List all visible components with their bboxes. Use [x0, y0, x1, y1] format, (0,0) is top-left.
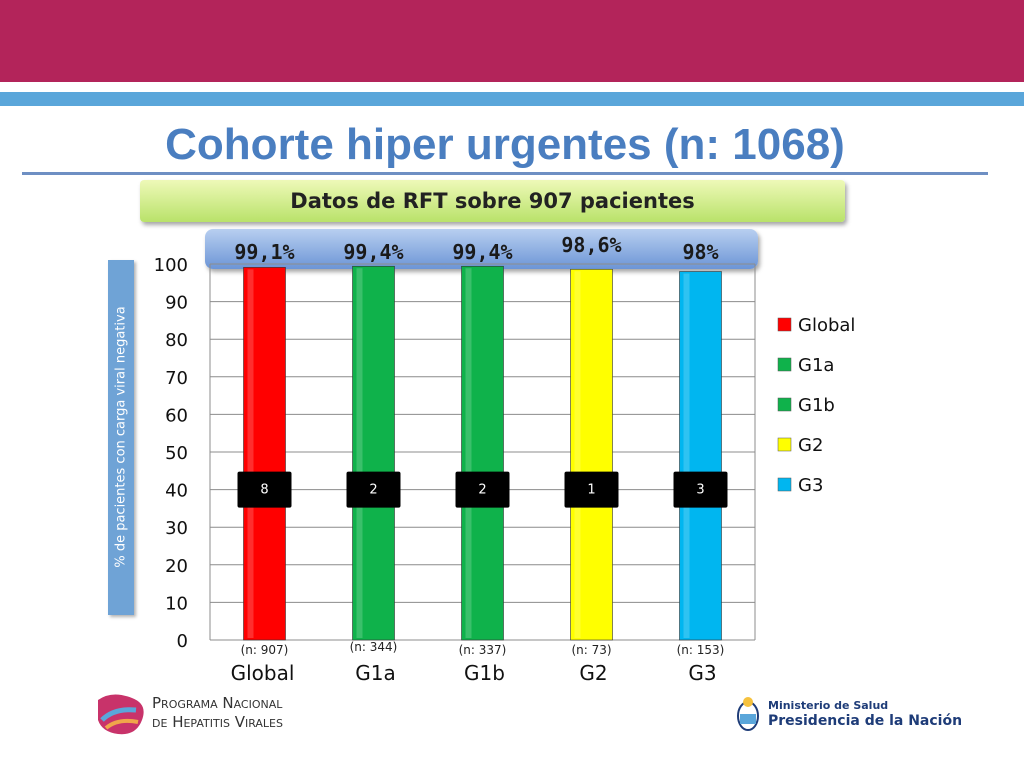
bar-highlight: [465, 268, 472, 638]
n-label: (n: 73): [571, 643, 611, 657]
bar-g1b: [461, 265, 504, 641]
y-tick-label: 90: [165, 293, 188, 314]
y-axis-label-box: [108, 260, 134, 615]
y-tick-label: 70: [165, 368, 188, 389]
bar-global: [243, 267, 286, 641]
value-label: 98%: [682, 240, 718, 264]
y-tick-label: 50: [165, 443, 188, 464]
count-label-box: [346, 471, 401, 508]
y-tick-label: 80: [165, 330, 188, 351]
x-tick-label: Global: [231, 661, 295, 685]
legend-entry: G2: [798, 435, 823, 456]
x-tick-label: G1a: [355, 661, 395, 685]
legend-entry: G3: [798, 475, 823, 496]
page-title: Cohorte hiper urgentes (n: 1068): [165, 120, 845, 169]
value-label: 99,4%: [452, 240, 512, 264]
right-logo-line1: Ministerio de Salud: [768, 699, 889, 712]
right-logo-line2: Presidencia de la Nación: [768, 713, 963, 729]
count-label: 2: [478, 483, 486, 498]
banner-stripe: [0, 92, 1024, 106]
count-label-box: [237, 471, 292, 508]
legend-entry: G1a: [798, 355, 834, 376]
bar-highlight: [356, 268, 363, 638]
n-label: (n: 344): [350, 640, 398, 654]
legend-swatch: [777, 477, 792, 492]
y-tick-label: 0: [177, 631, 188, 652]
n-label: (n: 153): [677, 643, 725, 657]
chart-subtitle: Datos de RFT sobre 907 pacientes: [140, 180, 845, 222]
top-banner: [0, 0, 1024, 82]
y-tick-label: 20: [165, 556, 188, 577]
left-logo-line1: Programa Nacional: [152, 694, 283, 712]
count-label: 3: [696, 483, 704, 498]
legend-swatch: [777, 317, 792, 332]
count-label-box: [564, 471, 619, 508]
bar-highlight: [574, 271, 581, 638]
bar-highlight: [247, 269, 254, 638]
percentage-band: [205, 229, 758, 269]
bar-g2: [570, 268, 613, 641]
count-label: 1: [587, 483, 595, 498]
legend-swatch: [777, 397, 792, 412]
x-tick-label: G1b: [464, 661, 505, 685]
banner-divider: [0, 82, 1024, 92]
count-label-box: [455, 471, 510, 508]
value-label: 99,1%: [234, 240, 294, 264]
x-tick-label: G3: [688, 661, 716, 685]
legend-entry: Global: [798, 315, 855, 336]
bar-g3: [679, 271, 722, 641]
y-tick-label: 100: [154, 255, 188, 276]
x-tick-label: G2: [579, 661, 607, 685]
value-label: 99,4%: [343, 240, 403, 264]
hepatitis-program-logo-icon: [98, 694, 144, 735]
y-tick-label: 30: [165, 518, 188, 539]
y-tick-label: 60: [165, 405, 188, 426]
legend-swatch: [777, 437, 792, 452]
left-logo-line2: de Hepatitis Virales: [152, 713, 283, 731]
argentina-seal-icon: [737, 697, 759, 731]
value-label: 98,6%: [561, 233, 621, 257]
n-label: (n: 337): [459, 643, 507, 657]
count-label-box: [673, 471, 728, 508]
y-tick-label: 10: [165, 593, 188, 614]
count-label: 2: [369, 483, 377, 498]
legend-swatch: [777, 357, 792, 372]
bar-g1a: [352, 265, 395, 641]
count-label: 8: [260, 483, 268, 498]
n-label: (n: 907): [241, 643, 289, 657]
legend-entry: G1b: [798, 395, 835, 416]
title-underline: [22, 172, 988, 175]
bar-highlight: [683, 273, 690, 638]
y-tick-label: 40: [165, 481, 188, 502]
